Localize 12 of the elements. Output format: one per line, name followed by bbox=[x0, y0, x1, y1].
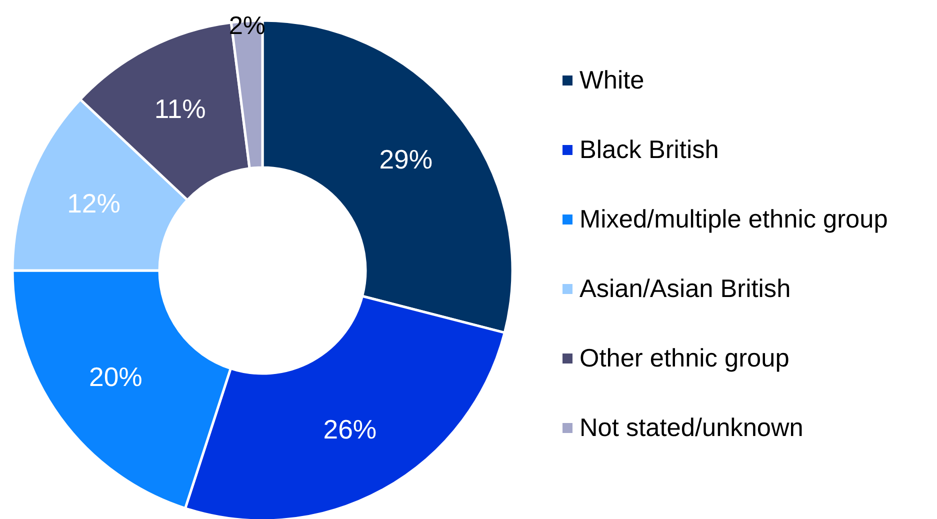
legend-label: Black British bbox=[580, 136, 719, 164]
legend-label: Not stated/unknown bbox=[580, 414, 804, 442]
data-label: 26% bbox=[323, 414, 377, 445]
legend-label: Mixed/multiple ethnic group bbox=[580, 206, 888, 234]
legend-label: White bbox=[580, 66, 644, 94]
legend-label: Other ethnic group bbox=[580, 344, 790, 372]
data-label: 20% bbox=[88, 362, 142, 392]
data-label: 11% bbox=[154, 94, 206, 124]
data-label: 12% bbox=[67, 188, 120, 219]
data-label: 2% bbox=[228, 12, 266, 40]
legend-label: Asian/Asian British bbox=[580, 275, 791, 303]
data-label: 29% bbox=[379, 144, 433, 174]
